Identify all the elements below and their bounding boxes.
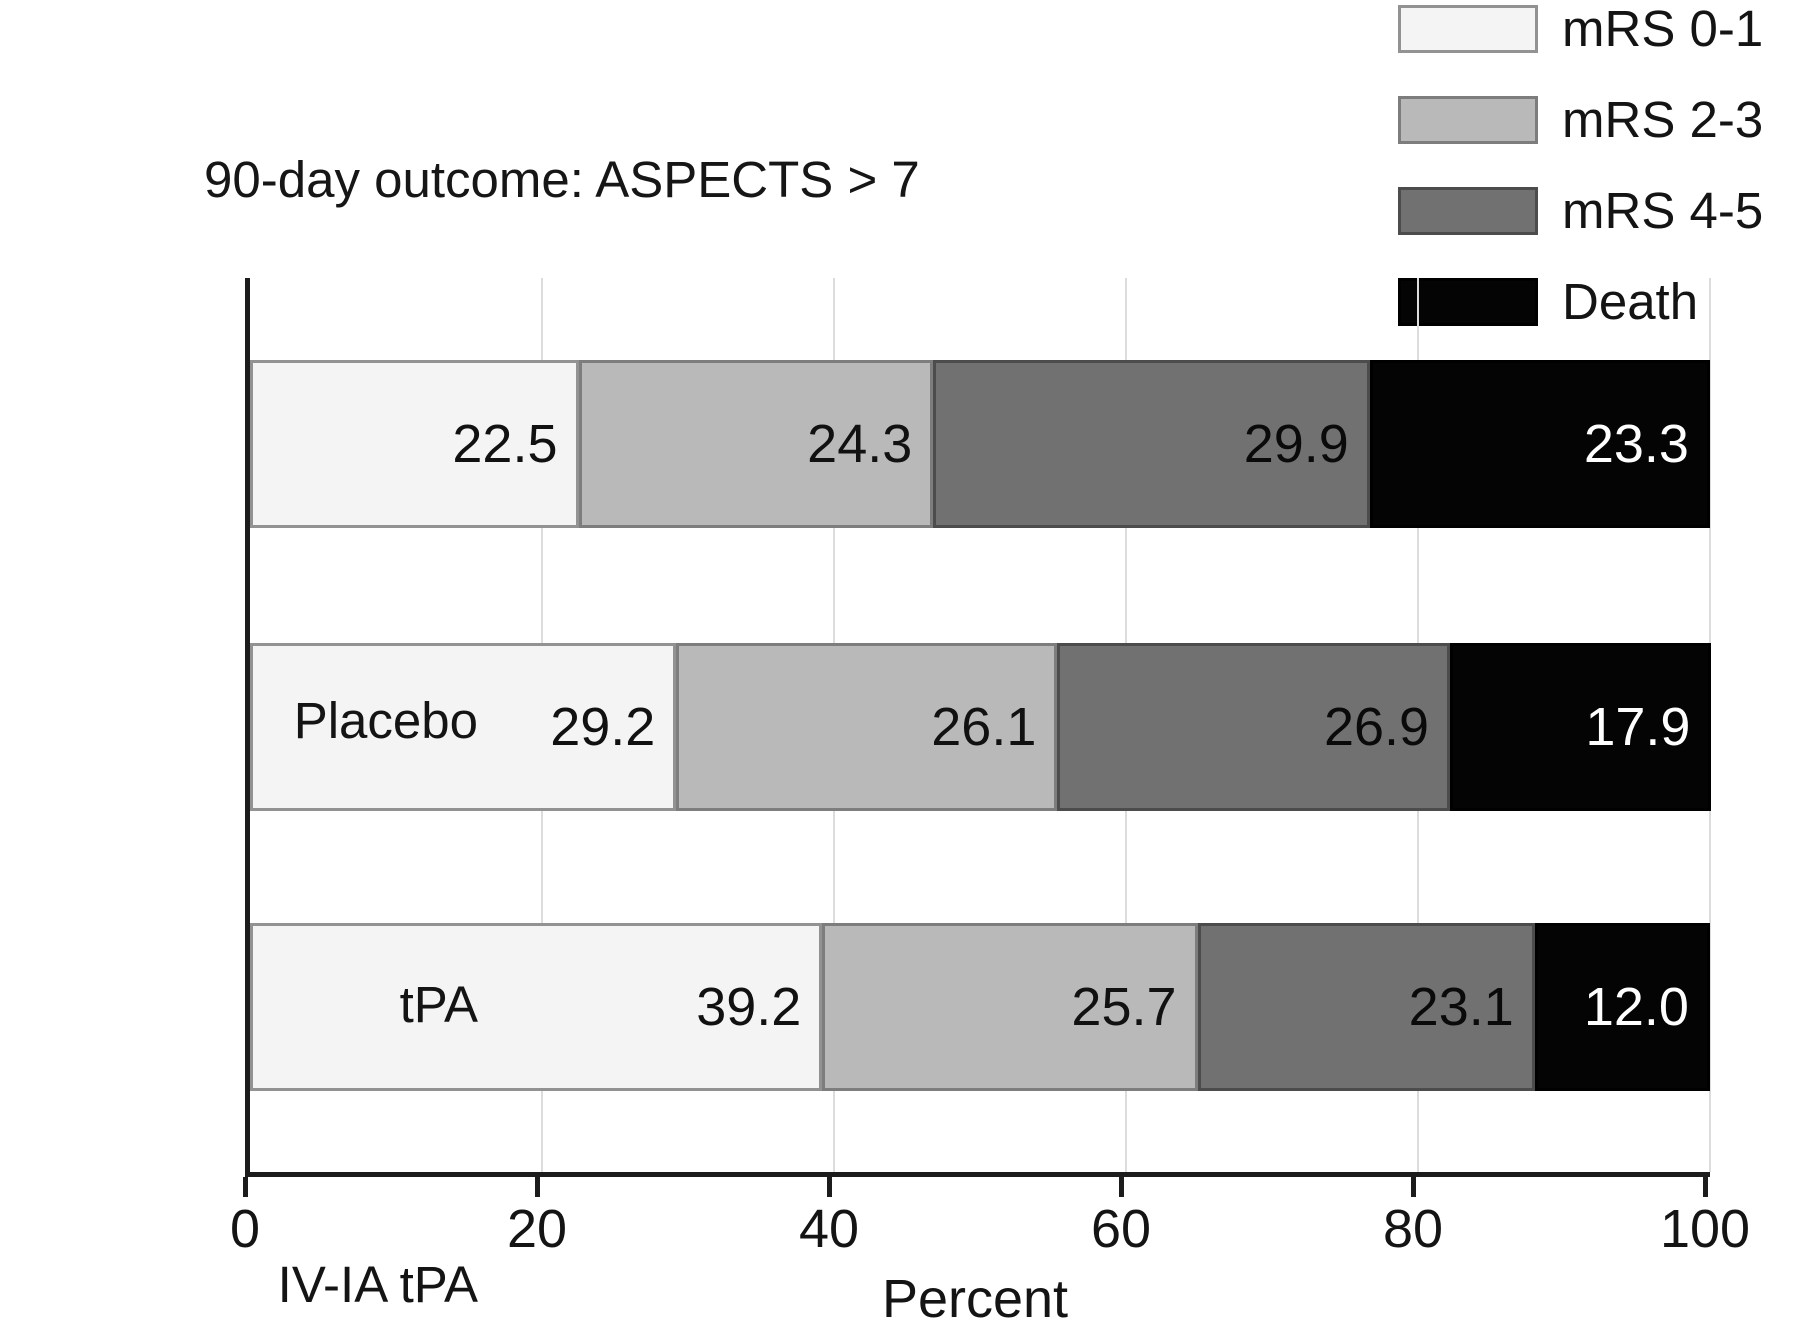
x-tick-label-0: 0 — [229, 1199, 261, 1259]
bar-segment-tpa-mrs-2-3: 26.1 — [676, 643, 1058, 811]
legend-label-mrs-0-1: mRS 0-1 — [1562, 0, 1764, 57]
legend-item-death: Death — [1398, 275, 1763, 329]
x-tick-label-60: 60 — [1090, 1199, 1152, 1259]
bar-segment-iv-ia-tpa-mrs-0-1: 39.2 — [250, 923, 823, 1091]
legend-swatch-death-icon — [1398, 278, 1538, 326]
x-axis-tick-40 — [827, 1177, 832, 1197]
legend-item-mrs-4-5: mRS 4-5 — [1398, 184, 1763, 238]
legend-label-death: Death — [1562, 273, 1699, 330]
category-label-placebo: Placebo — [293, 692, 478, 749]
legend-item-mrs-2-3: mRS 2-3 — [1398, 93, 1763, 147]
x-axis-tick-60 — [1119, 1177, 1124, 1197]
legend-label-mrs-4-5: mRS 4-5 — [1562, 182, 1764, 239]
bar-segment-iv-ia-tpa-death: 12.0 — [1534, 923, 1710, 1091]
x-axis-tick-0 — [243, 1177, 248, 1197]
x-tick-label-80: 80 — [1382, 1199, 1444, 1259]
bar-segment-iv-ia-tpa-mrs-2-3: 25.7 — [822, 923, 1198, 1091]
x-tick-label-100: 100 — [1659, 1199, 1751, 1259]
bar-segment-iv-ia-tpa-mrs-4-5: 23.1 — [1197, 923, 1535, 1091]
chart-title: 90-day outcome: ASPECTS > 7 — [204, 151, 920, 208]
category-label-iv-ia-tpa: IV-IA tPA — [277, 1256, 478, 1313]
bar-segment-placebo-mrs-0-1: 22.5 — [250, 360, 579, 528]
bar-segment-placebo-mrs-2-3: 24.3 — [578, 360, 934, 528]
bar-segment-tpa-mrs-4-5: 26.9 — [1057, 643, 1451, 811]
bar-segment-placebo-mrs-4-5: 29.9 — [933, 360, 1370, 528]
legend-swatch-mrs-2-3-icon — [1398, 96, 1538, 144]
bar-row-placebo: 22.5 24.3 29.9 23.3 — [250, 360, 1710, 528]
bar-segment-tpa-mrs-0-1: 29.2 — [250, 643, 677, 811]
bar-segment-tpa-death: 17.9 — [1450, 643, 1712, 811]
legend-label-mrs-2-3: mRS 2-3 — [1562, 91, 1764, 148]
category-label-tpa: tPA — [399, 976, 478, 1033]
legend-item-mrs-0-1: mRS 0-1 — [1398, 2, 1763, 56]
x-axis-tick-80 — [1411, 1177, 1416, 1197]
bar-row-iv-ia-tpa: 39.2 25.7 23.1 12.0 — [250, 923, 1710, 1091]
x-axis-title: Percent — [881, 1269, 1069, 1329]
plot-area: 22.5 24.3 29.9 23.3 29.2 26.1 26.9 17.9 … — [245, 278, 1712, 1313]
bar-segment-placebo-death: 23.3 — [1369, 360, 1710, 528]
x-tick-label-20: 20 — [506, 1199, 568, 1259]
legend-swatch-mrs-4-5-icon — [1398, 187, 1538, 235]
bar-row-tpa: 29.2 26.1 26.9 17.9 — [250, 643, 1712, 811]
x-axis-tick-20 — [535, 1177, 540, 1197]
x-axis-tick-100 — [1703, 1177, 1708, 1197]
legend-swatch-mrs-0-1-icon — [1398, 5, 1538, 53]
legend: mRS 0-1 mRS 2-3 mRS 4-5 Death — [1398, 2, 1763, 329]
x-tick-label-40: 40 — [798, 1199, 860, 1259]
